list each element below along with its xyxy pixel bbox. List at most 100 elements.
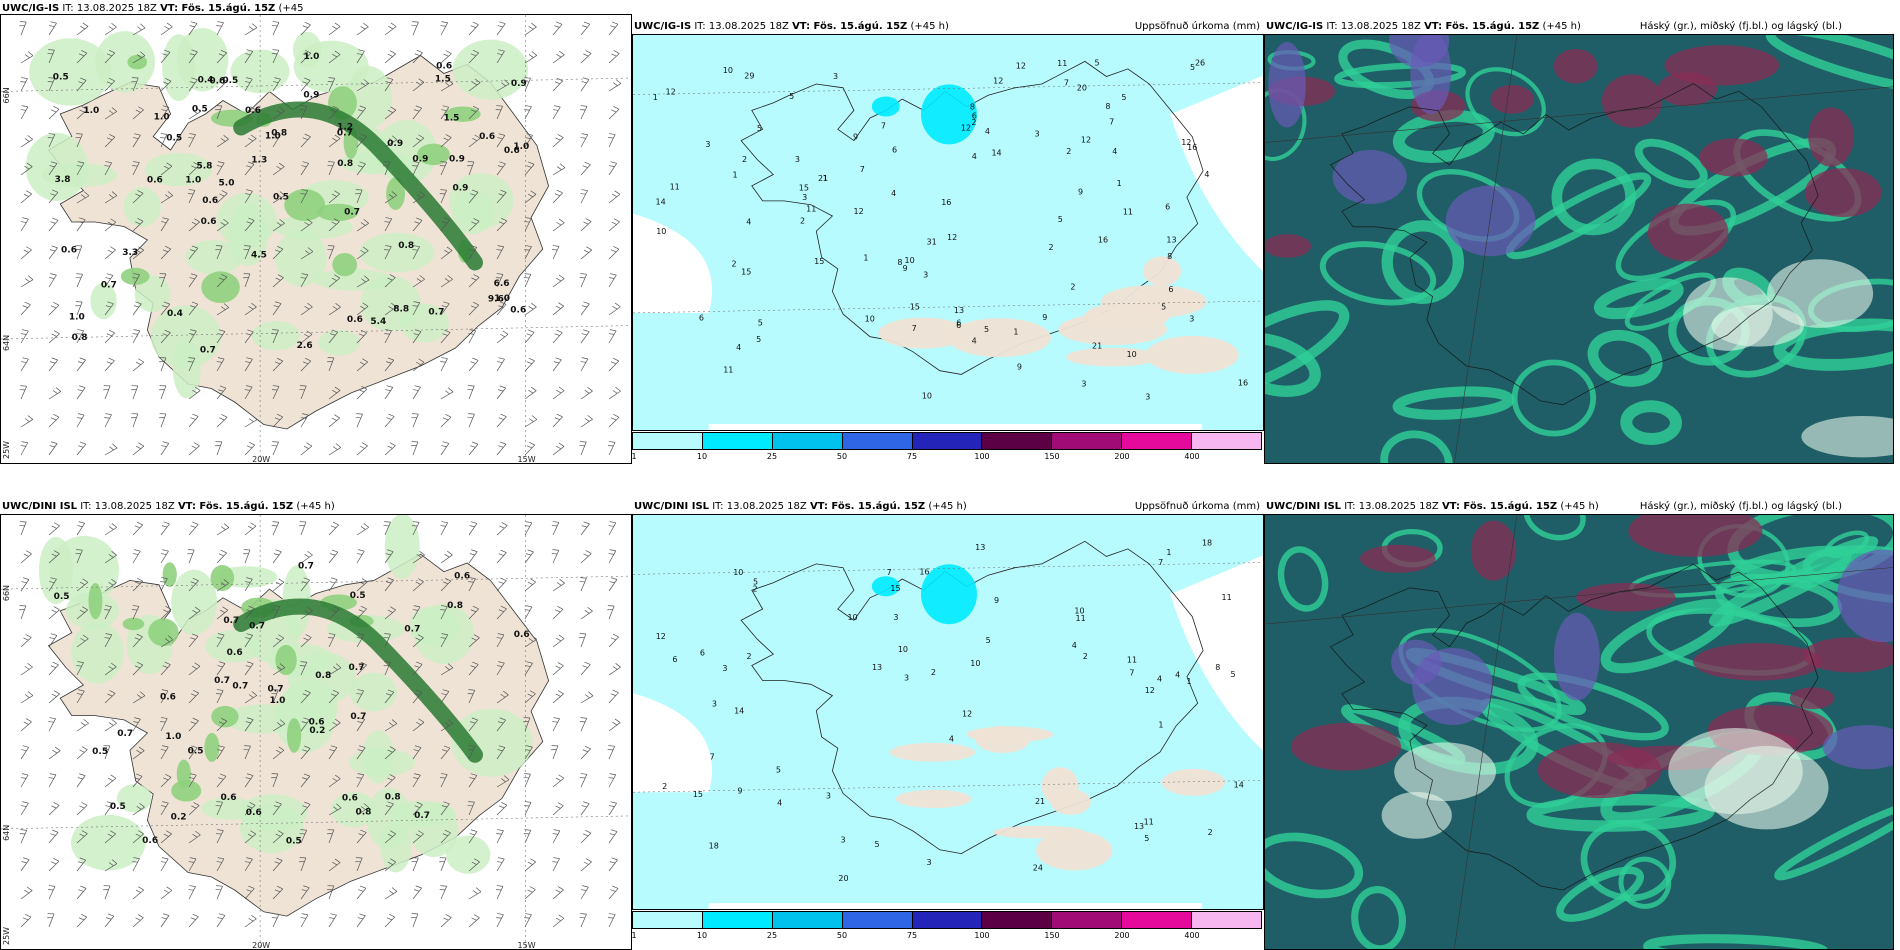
wind-barb (440, 829, 451, 844)
wind-barb-flag (105, 633, 112, 636)
wind-barb-flag (188, 189, 195, 191)
wind-barb-flag (608, 913, 616, 915)
wind-barb-flag (358, 549, 365, 552)
wind-barb-flag (580, 361, 587, 363)
wind-barb-flag (356, 637, 363, 639)
wind-barb-flag (219, 81, 225, 85)
wind-barb-flag (327, 165, 333, 167)
wind-barb-flag (501, 801, 508, 806)
wind-barb-flag (583, 861, 589, 865)
wind-barb-flag (383, 637, 389, 639)
wind-barb-staff (244, 359, 253, 372)
wind-barb (300, 913, 309, 928)
accum-value-label: 21 (1092, 342, 1102, 351)
wind-barb-staff (384, 579, 394, 592)
wind-barb-flag (78, 445, 84, 448)
mid-cloud-contour (1381, 220, 1465, 304)
wind-barb (131, 385, 139, 400)
wind-barb-flag (189, 25, 195, 28)
wind-barb (20, 577, 30, 592)
accum-value-label: 4 (777, 799, 782, 808)
wind-barb (356, 773, 365, 788)
wind-barb-flag (556, 413, 563, 418)
wind-barb-flag (471, 441, 479, 445)
wind-barb (300, 717, 310, 732)
wind-barb-staff (496, 886, 504, 900)
wind-barb-flag (417, 578, 424, 583)
wind-barb-flag (612, 666, 618, 670)
row1-legend-ticks: 1 10 25 50 75 100 150 200 400 (631, 452, 1262, 462)
wind-barb-staff (496, 747, 506, 760)
wind-barb-flag (609, 329, 617, 332)
wind-barb-flag (582, 885, 589, 888)
wind-barb-flag (215, 889, 221, 891)
wind-barb (412, 605, 421, 620)
wind-barb (20, 745, 30, 760)
wind-barb-flag (445, 82, 450, 87)
wind-barb-staff (440, 416, 452, 428)
wind-barb (580, 161, 591, 176)
accum-value-label: 5 (1161, 302, 1166, 311)
wind-barb-flag (134, 717, 141, 720)
wind-barb-staff (244, 190, 253, 204)
wind-barb (216, 49, 227, 64)
wind-barb-staff (356, 807, 370, 816)
wind-barb (524, 217, 532, 232)
wind-barb-staff (76, 274, 83, 288)
wind-barb-staff (244, 635, 253, 648)
wind-barb (132, 633, 143, 648)
wind-barb-flag (272, 49, 279, 51)
wind-barb-staff (468, 917, 480, 928)
wind-barb-staff (104, 554, 117, 564)
wind-barb-staff (132, 524, 143, 536)
wind-barb-staff (160, 718, 168, 732)
wind-barb-flag (27, 663, 33, 668)
wind-barb (524, 190, 537, 204)
wind-barb-flag (474, 78, 481, 83)
legend-swatch (912, 912, 983, 928)
wind-barb-flag (531, 51, 537, 56)
wind-barb-staff (608, 193, 621, 204)
wind-barb (300, 273, 309, 288)
wind-barb-staff (132, 550, 141, 564)
precip-area-light (318, 330, 361, 356)
wind-barb-flag (383, 161, 391, 163)
precip-value-label: 0.2 (309, 726, 325, 736)
wind-barb-flag (79, 773, 86, 776)
wind-barb-staff (188, 916, 199, 928)
precip-value-label: 1.0 (69, 312, 85, 322)
wind-barb (48, 550, 60, 564)
wind-barb (468, 887, 482, 900)
wind-barb-flag (526, 661, 533, 664)
wind-barb-staff (300, 106, 308, 120)
wind-barb-flag (20, 777, 27, 779)
mid-cloud-contour (1523, 515, 1586, 541)
wind-barb-staff (272, 441, 279, 456)
wind-barb-flag (391, 719, 398, 724)
wind-barb-flag (358, 137, 364, 140)
wind-barb-flag (248, 694, 254, 698)
wind-barb-flag (609, 861, 616, 864)
wind-barb-staff (552, 858, 560, 872)
wind-barb-staff (104, 582, 117, 592)
wind-barb-flag (385, 217, 392, 220)
wind-barb-staff (580, 418, 593, 428)
wind-barb-flag (608, 917, 614, 919)
wind-barb (244, 802, 256, 816)
wind-barb (412, 217, 423, 232)
wind-barb-flag (20, 81, 26, 83)
precip-value-label: 0.5 (110, 802, 126, 812)
wind-barb-staff (608, 636, 619, 648)
precip-value-label: 1.0 (154, 112, 170, 122)
wind-barb-flag (192, 110, 198, 114)
wind-barb-flag (607, 609, 613, 611)
wind-barb (384, 77, 394, 92)
wind-barb-staff (104, 111, 118, 120)
wind-barb-staff (104, 863, 118, 872)
wind-barb-flag (330, 553, 336, 556)
wind-barb (608, 218, 620, 232)
wind-barb-staff (608, 274, 617, 288)
wind-barb-flag (276, 885, 283, 890)
wind-barb-staff (76, 330, 84, 344)
wind-barb-staff (20, 605, 27, 620)
